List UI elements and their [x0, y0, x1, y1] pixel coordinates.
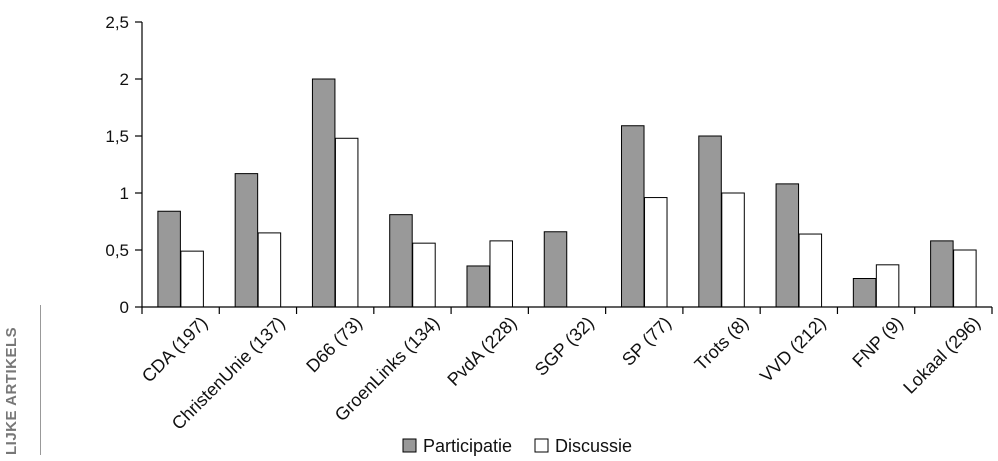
legend-swatch: [402, 438, 417, 453]
bar: [698, 135, 722, 308]
bar: [775, 183, 800, 308]
x-tick-label: D66 (73): [302, 313, 366, 377]
bar: [157, 210, 181, 308]
bar: [721, 192, 745, 308]
bar: [311, 78, 336, 308]
y-tick-label: 0,5: [105, 241, 129, 260]
bar: [412, 242, 436, 308]
legend-label: Participatie: [423, 436, 512, 456]
bar: [489, 240, 513, 308]
bar: [852, 278, 877, 308]
bar: [257, 232, 282, 308]
bar: [389, 214, 413, 308]
y-tick-label: 1: [120, 184, 129, 203]
y-axis: 0 0,5 1 1,5 2 2,5: [105, 13, 143, 317]
legend-label: Discussie: [555, 436, 632, 456]
x-tick-label: Lokaal (296): [899, 313, 984, 398]
bar: [543, 231, 568, 308]
legend-swatch: [534, 438, 549, 453]
bar: [930, 240, 954, 308]
bars: [157, 78, 977, 308]
x-tick-label: FNP (9): [848, 313, 906, 371]
legend: Participatie Discussie: [402, 436, 632, 456]
y-tick-label: 0: [120, 298, 129, 317]
bar: [334, 137, 359, 308]
y-tick-label: 2,5: [105, 13, 129, 32]
bar: [621, 125, 645, 308]
side-rule: [40, 305, 41, 455]
bar: [953, 249, 977, 308]
x-tick-label: CDA (197): [138, 313, 212, 387]
x-axis: CDA (197)ChristenUnie (137) D66 (73)Groen…: [138, 306, 993, 434]
bar: [798, 233, 823, 308]
bar: [644, 197, 668, 308]
x-tick-label: PvdA (228): [443, 313, 520, 390]
y-tick-label: 2: [120, 70, 129, 89]
x-tick-label: Trots (8): [691, 313, 753, 375]
bar: [875, 264, 900, 308]
x-tick-label: SGP (32): [531, 313, 598, 380]
x-tick-label: VVD (212): [756, 313, 830, 387]
y-tick-label: 1,5: [105, 127, 129, 146]
bar: [234, 173, 259, 308]
x-tick-label: SP (77): [618, 313, 675, 370]
bar: [180, 250, 204, 308]
bar: [466, 265, 490, 308]
